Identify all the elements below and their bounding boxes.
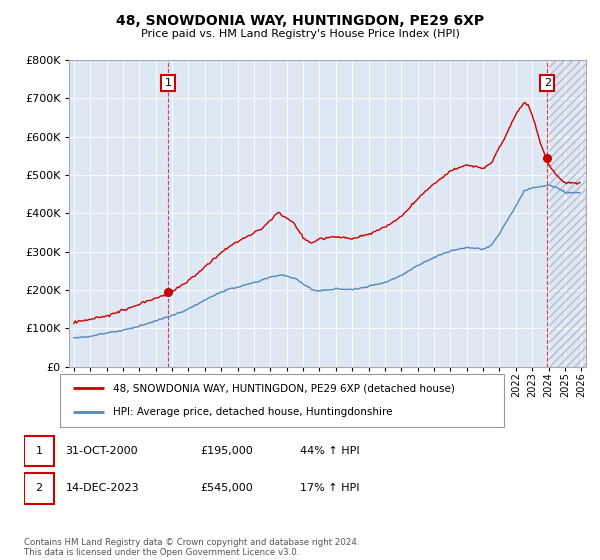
Text: 1: 1 — [35, 446, 43, 456]
Text: 14-DEC-2023: 14-DEC-2023 — [65, 483, 139, 493]
Text: £545,000: £545,000 — [200, 483, 253, 493]
Text: 44% ↑ HPI: 44% ↑ HPI — [300, 446, 359, 456]
Text: £195,000: £195,000 — [200, 446, 253, 456]
Text: 48, SNOWDONIA WAY, HUNTINGDON, PE29 6XP: 48, SNOWDONIA WAY, HUNTINGDON, PE29 6XP — [116, 14, 484, 28]
Text: Contains HM Land Registry data © Crown copyright and database right 2024.
This d: Contains HM Land Registry data © Crown c… — [24, 538, 359, 557]
FancyBboxPatch shape — [60, 374, 504, 427]
FancyBboxPatch shape — [24, 436, 55, 466]
Text: 17% ↑ HPI: 17% ↑ HPI — [300, 483, 359, 493]
Text: 1: 1 — [164, 78, 172, 88]
Text: 31-OCT-2000: 31-OCT-2000 — [65, 446, 138, 456]
Text: 2: 2 — [35, 483, 43, 493]
Text: HPI: Average price, detached house, Huntingdonshire: HPI: Average price, detached house, Hunt… — [113, 407, 393, 417]
FancyBboxPatch shape — [24, 473, 55, 503]
Text: 48, SNOWDONIA WAY, HUNTINGDON, PE29 6XP (detached house): 48, SNOWDONIA WAY, HUNTINGDON, PE29 6XP … — [113, 384, 455, 394]
Text: 2: 2 — [544, 78, 551, 88]
Text: Price paid vs. HM Land Registry's House Price Index (HPI): Price paid vs. HM Land Registry's House … — [140, 29, 460, 39]
Bar — [548, 60, 586, 367]
